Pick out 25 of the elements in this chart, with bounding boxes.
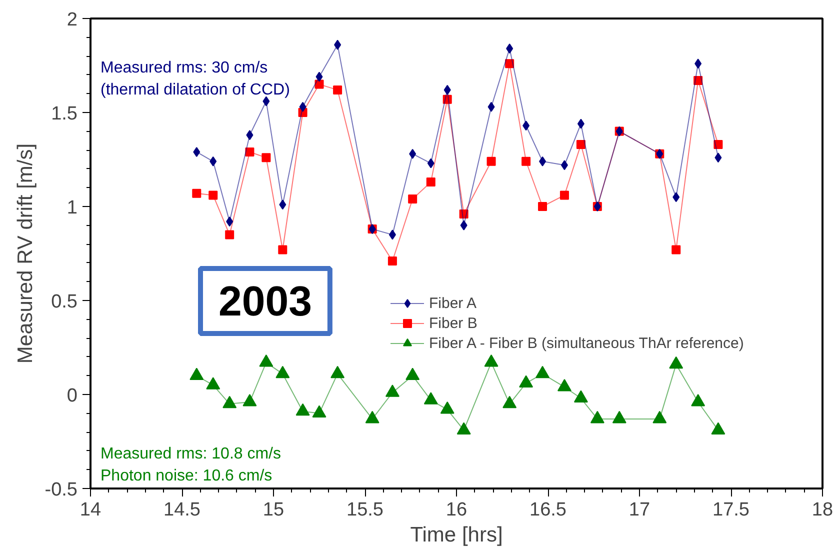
x-tick-label: 17 (628, 500, 650, 520)
y-tick-label: 1.5 (51, 104, 78, 124)
y-tick-label: 0 (66, 386, 78, 406)
x-tick-label: 17.5 (712, 500, 750, 520)
x-tick-label: 16.5 (530, 500, 566, 520)
x-axis-title: Time [hrs] (410, 524, 503, 546)
x-tick-label: 14.5 (164, 500, 200, 520)
y-tick-label: 2 (66, 10, 78, 30)
y-axis-title: Measured RV drift [m/s] (14, 143, 37, 364)
legend-label: Fiber A (429, 294, 477, 312)
annotation: Photon noise: 10.6 cm/s (100, 468, 272, 484)
x-tick-label: 18 (812, 500, 834, 520)
y-tick-label: -0.5 (44, 480, 78, 500)
x-tick-label: 15.5 (346, 500, 384, 520)
legend-label: Fiber A - Fiber B (simultaneous ThAr reference) (429, 334, 744, 352)
x-tick-label: 14 (80, 500, 102, 520)
annotation: Measured rms: 30 cm/s (100, 60, 268, 76)
legend-label: Fiber B (429, 314, 478, 332)
y-tick-label: 1 (66, 198, 78, 218)
x-tick-label: 16 (446, 500, 468, 520)
y-tick-label: 0.5 (51, 292, 78, 312)
annotation: Measured rms: 10.8 cm/s (100, 446, 281, 462)
annotation: (thermal dilatation of CCD) (100, 82, 290, 98)
x-tick-label: 15 (262, 500, 284, 520)
annotation: 2003 (218, 278, 312, 324)
